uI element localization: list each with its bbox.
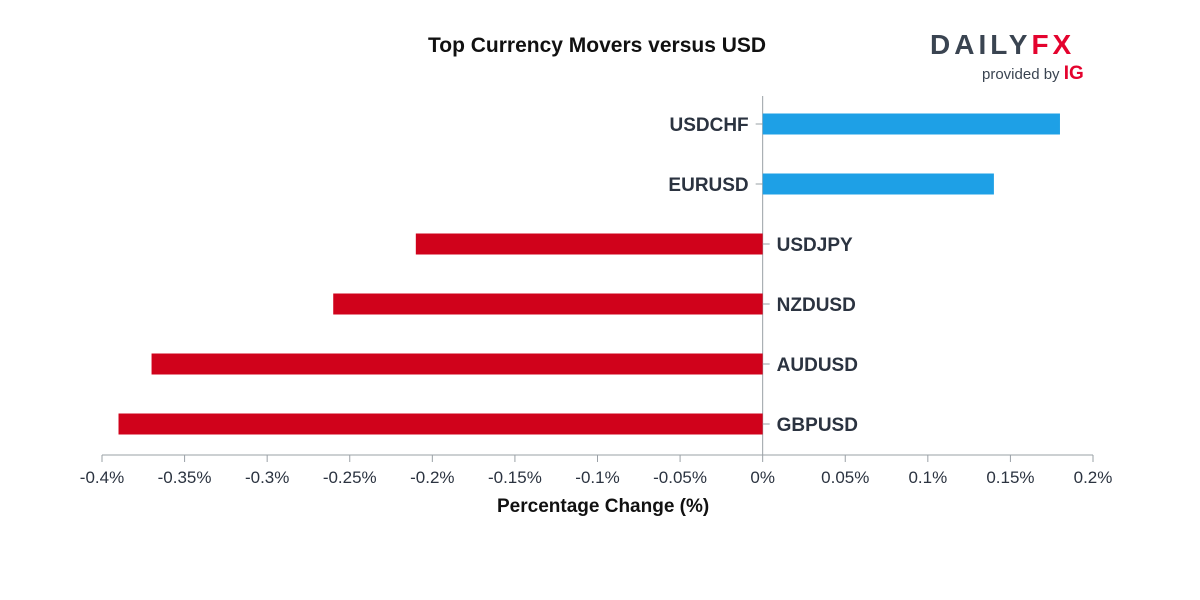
category-label-usdjpy: USDJPY xyxy=(777,235,853,256)
x-tick-label: -0.3% xyxy=(245,468,289,487)
bar-eurusd xyxy=(762,173,994,195)
provided-by-text: provided by xyxy=(982,66,1060,83)
ig-brand: IG xyxy=(1063,63,1084,84)
logo-wordmark: DAILYFX xyxy=(930,28,1090,62)
chart-title: Top Currency Movers versus USD xyxy=(428,34,767,57)
x-tick-label: -0.4% xyxy=(80,468,124,487)
bar-nzdusd xyxy=(333,293,763,315)
category-label-audusd: AUDUSD xyxy=(777,355,858,376)
category-label-gbpusd: GBPUSD xyxy=(777,415,858,436)
x-tick-label: 0.15% xyxy=(986,468,1034,487)
bar-audusd xyxy=(151,353,763,375)
dailyfx-logo[interactable]: DAILYFX provided by IG xyxy=(930,28,1090,84)
x-tick-label: 0.05% xyxy=(821,468,869,487)
category-label-eurusd: EURUSD xyxy=(668,175,748,196)
x-tick-label: -0.05% xyxy=(653,468,707,487)
bar-usdjpy xyxy=(415,233,763,255)
logo-fx: FX xyxy=(1031,29,1076,60)
category-label-nzdusd: NZDUSD xyxy=(777,295,856,316)
x-tick-label: -0.1% xyxy=(575,468,619,487)
x-tick-label: 0% xyxy=(750,468,775,487)
x-tick-label: -0.15% xyxy=(488,468,542,487)
x-tick-label: 0.1% xyxy=(908,468,947,487)
x-tick-label: -0.35% xyxy=(158,468,212,487)
x-tick-label: 0.2% xyxy=(1074,468,1113,487)
logo-provided-by: provided by IG xyxy=(982,63,1084,85)
bar-usdchf xyxy=(762,113,1060,135)
x-tick-label: -0.25% xyxy=(323,468,377,487)
x-tick-label: -0.2% xyxy=(410,468,454,487)
category-label-usdchf: USDCHF xyxy=(669,115,748,136)
logo-daily: DAILY xyxy=(930,29,1032,60)
bar-gbpusd xyxy=(118,413,763,435)
x-axis-title: Percentage Change (%) xyxy=(497,496,710,517)
